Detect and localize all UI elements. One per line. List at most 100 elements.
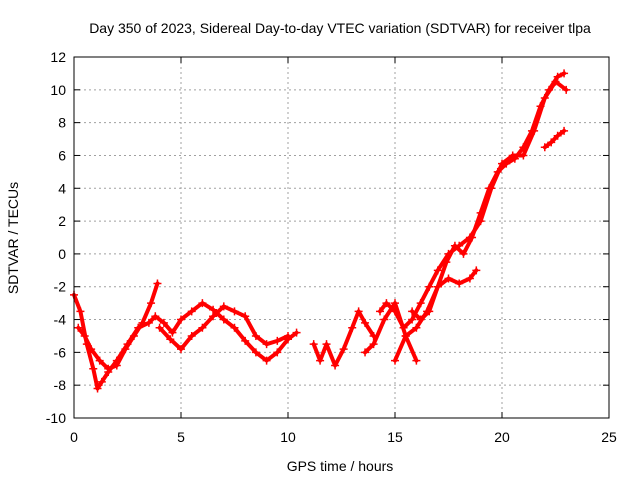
data-point [241,312,250,321]
data-point [198,299,207,308]
data-point [380,315,389,324]
data-point [416,299,425,308]
data-point [493,167,502,176]
data-point [408,315,417,324]
data-point [292,328,301,337]
y-axis-label: SDTVAR / TECUs [5,182,21,294]
y-tick-label: 8 [58,115,66,131]
data-point [262,356,271,365]
data-point [348,323,357,332]
data-point [408,307,417,316]
data-point [361,348,370,357]
data-point [168,328,177,337]
data-point [153,279,162,288]
x-axis-label: GPS time / hours [287,458,394,474]
y-tick-labels: -10 -8 -6 -4 -2 0 2 4 6 8 10 12 [46,49,66,426]
data-point [547,138,556,147]
data-point [399,323,408,332]
data-point [553,131,562,140]
y-tick-label: 6 [58,147,66,163]
data-point [251,348,260,357]
data-point [536,102,545,111]
x-tick-labels: 0 5 10 15 20 25 [70,429,617,445]
data-point [97,377,106,386]
data-point [527,126,536,135]
series-line [157,304,290,352]
data-point [187,307,196,316]
x-tick-label: 10 [280,429,296,445]
data-point [112,361,121,370]
data-point [433,266,442,275]
data-point [416,315,425,324]
data-point [519,151,528,160]
data-point [262,340,271,349]
x-tick-label: 25 [601,429,617,445]
data-point [459,249,468,258]
y-tick-label: 10 [50,82,66,98]
data-point [198,323,207,332]
series-line [363,301,419,363]
y-tick-label: -6 [54,344,67,360]
series-track-a [70,290,301,393]
data-point [560,69,569,78]
data-point [519,143,528,152]
data-point [322,340,331,349]
data-point [361,318,370,327]
y-tick-label: -10 [46,410,66,426]
data-point [155,323,164,332]
data-point [472,266,481,275]
data-point [369,340,378,349]
data-point [273,348,282,357]
y-tick-label: 4 [58,180,66,196]
data-point [230,307,239,316]
data-point [74,323,83,332]
data-point [401,331,410,340]
data-point [354,307,363,316]
data-point [444,274,453,283]
data-point [138,318,147,327]
x-tick-label: 15 [387,429,403,445]
data-point [510,154,519,163]
y-tick-label: 0 [58,246,66,262]
series-track-g [391,266,481,365]
data-point [553,72,562,81]
data-point [273,336,282,345]
data-point [560,126,569,135]
data-point [391,299,399,308]
y-tick-label: -2 [54,279,67,295]
data-point [241,336,250,345]
data-point [382,299,391,308]
x-tick-label: 5 [177,429,185,445]
data-point [104,364,113,373]
data-point [476,208,485,217]
data-point [166,335,175,344]
data-point [177,345,185,354]
data-point [316,356,325,365]
data-point [219,315,228,324]
data-point [89,364,98,373]
data-point [93,384,102,393]
series-track-c [155,302,292,354]
data-point [151,312,160,321]
series-track-b [74,279,162,373]
data-point [433,282,442,291]
y-tick-label: -4 [54,312,67,328]
data-point [412,323,421,332]
data-point [450,241,459,250]
series-layer [70,69,571,393]
data-point [391,356,399,365]
data-point [177,315,185,324]
data-point [391,307,399,316]
data-point [187,331,196,340]
data-point [80,331,89,340]
data-point [425,307,434,316]
data-point [540,143,549,152]
data-point [468,233,477,242]
data-point [309,340,318,349]
data-point [284,331,292,340]
data-point [412,356,421,365]
data-point [76,307,85,316]
data-point [230,323,239,332]
data-point [129,331,138,340]
